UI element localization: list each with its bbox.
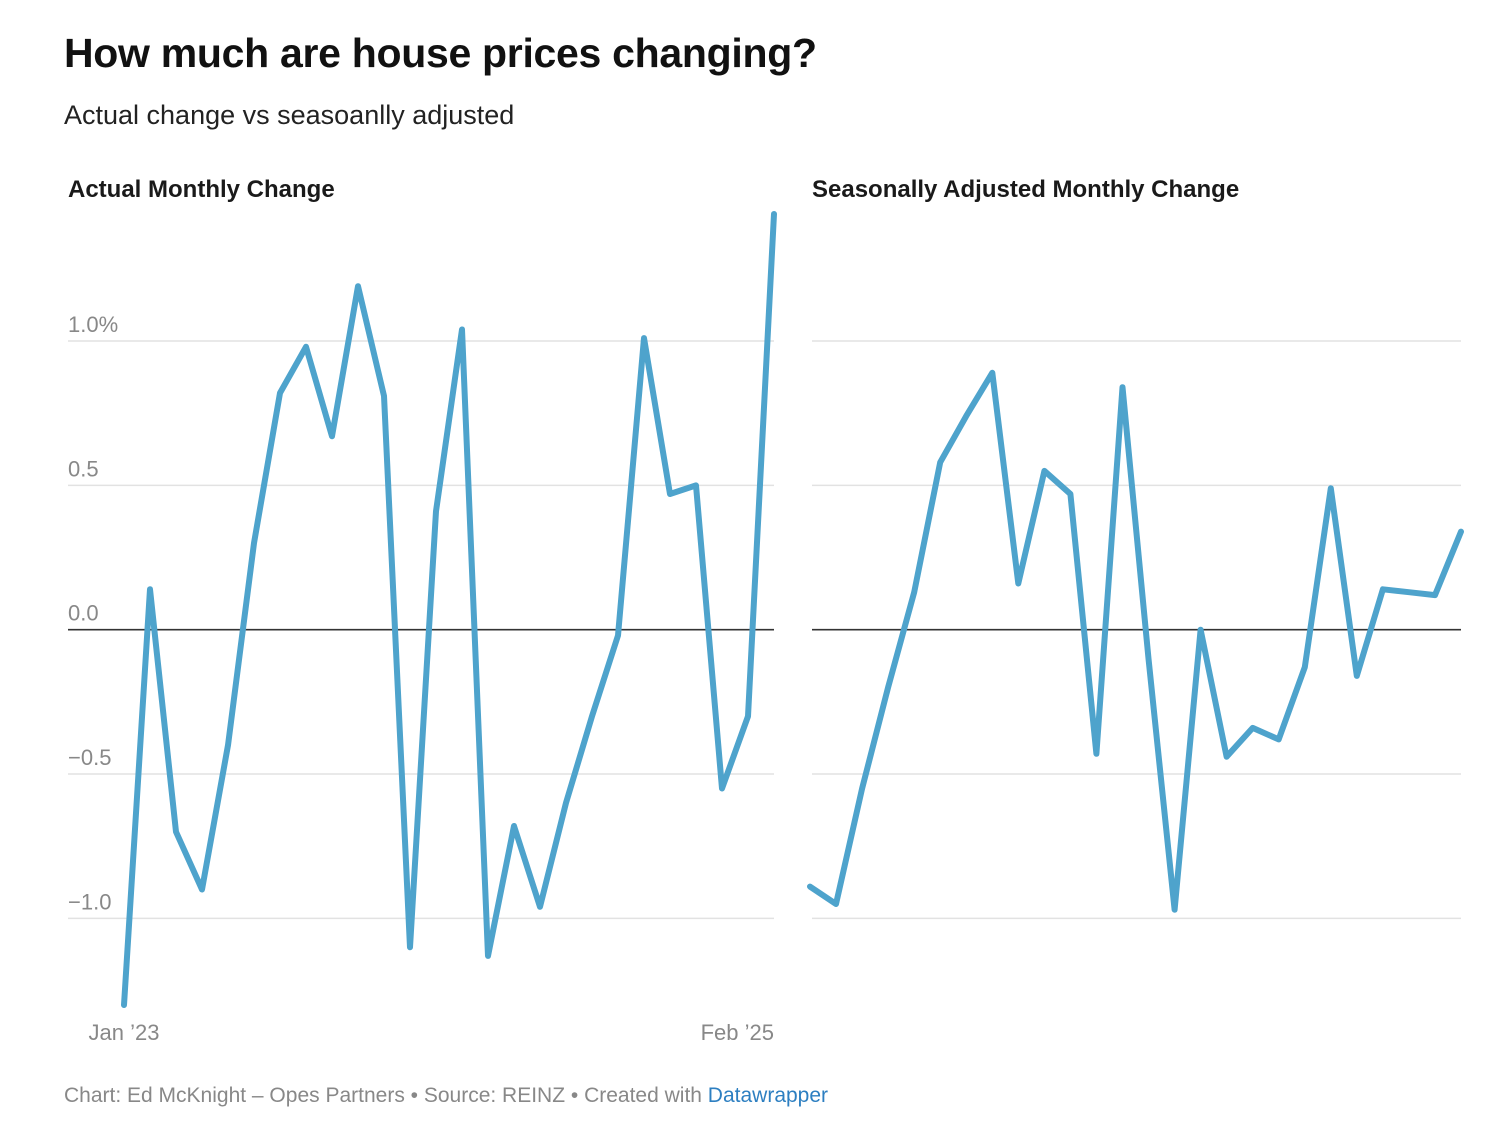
panel-title-seasonally-adjusted: Seasonally Adjusted Monthly Change xyxy=(812,176,1240,203)
series-line-1 xyxy=(807,369,1464,913)
chart-subtitle: Actual change vs seasoanlly adjusted xyxy=(64,100,515,130)
chart-title: How much are house prices changing? xyxy=(64,30,817,76)
y-tick-label: −1.0 xyxy=(68,889,111,914)
series-lines xyxy=(121,211,1464,1008)
axis-labels: 1.0% 0.5 0.0 −0.5 −1.0 Jan ’23 Feb ’25 xyxy=(68,312,774,1045)
chart-footer: Chart: Ed McKnight – Opes Partners • Sou… xyxy=(64,1084,828,1108)
y-tick-label: 0.0 xyxy=(68,601,99,626)
x-tick-label: Feb ’25 xyxy=(701,1020,774,1045)
footer-credit: Chart: Ed McKnight – Opes Partners • Sou… xyxy=(64,1084,708,1107)
panel-title-actual: Actual Monthly Change xyxy=(68,176,335,203)
y-tick-label: 1.0% xyxy=(68,312,118,337)
y-tick-label: −0.5 xyxy=(68,745,111,770)
series-line-0 xyxy=(121,211,777,1008)
datawrapper-link[interactable]: Datawrapper xyxy=(707,1084,829,1107)
gridlines xyxy=(68,340,1461,920)
y-tick-label: 0.5 xyxy=(68,456,99,481)
x-tick-label: Jan ’23 xyxy=(89,1020,160,1045)
